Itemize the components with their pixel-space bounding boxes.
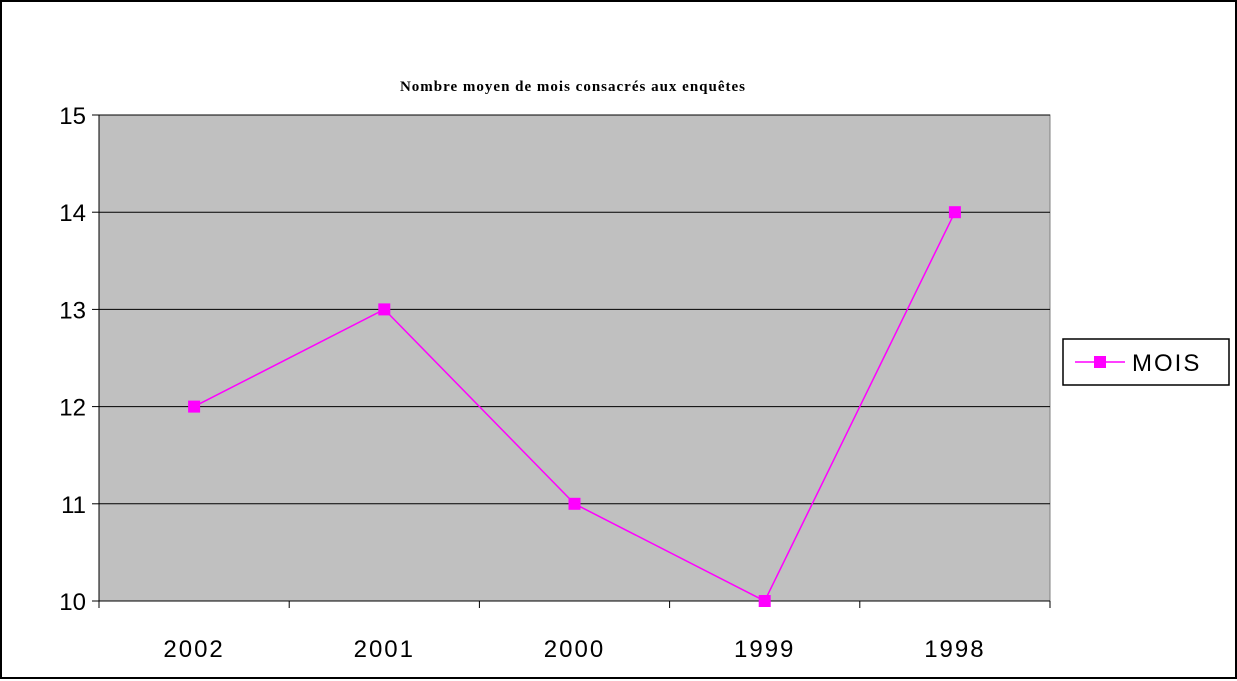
x-tick-label: 2002 (163, 636, 224, 663)
chart-title: Nombre moyen de mois consacrés aux enquê… (400, 79, 746, 95)
y-tick-label: 12 (59, 395, 86, 422)
series-layer (188, 206, 961, 607)
legend-label-mois: MOIS (1132, 350, 1201, 377)
y-tick-label: 13 (59, 297, 86, 324)
legend-swatch-marker (1094, 356, 1106, 368)
x-tick-label: 2001 (354, 636, 415, 663)
x-axis: 2002 2001 2000 1999 1998 (98, 601, 1051, 663)
data-point-marker (378, 303, 391, 316)
plot-area (98, 114, 1051, 602)
y-tick-label: 10 (59, 589, 86, 616)
data-point-marker (568, 497, 581, 510)
x-tick-label: 1999 (734, 636, 795, 663)
data-point-marker (188, 400, 201, 413)
legend: MOIS (1062, 338, 1230, 386)
x-tick-label: 2000 (544, 636, 605, 663)
y-tick-label: 11 (61, 492, 86, 519)
y-tick-label: 15 (59, 103, 86, 130)
x-tick-label: 1998 (924, 636, 985, 663)
data-point-marker (948, 206, 961, 219)
y-tick-label: 14 (59, 200, 86, 227)
gridlines (99, 114, 1050, 505)
y-axis: 10 11 12 13 14 15 (59, 103, 99, 616)
data-point-marker (758, 595, 771, 607)
